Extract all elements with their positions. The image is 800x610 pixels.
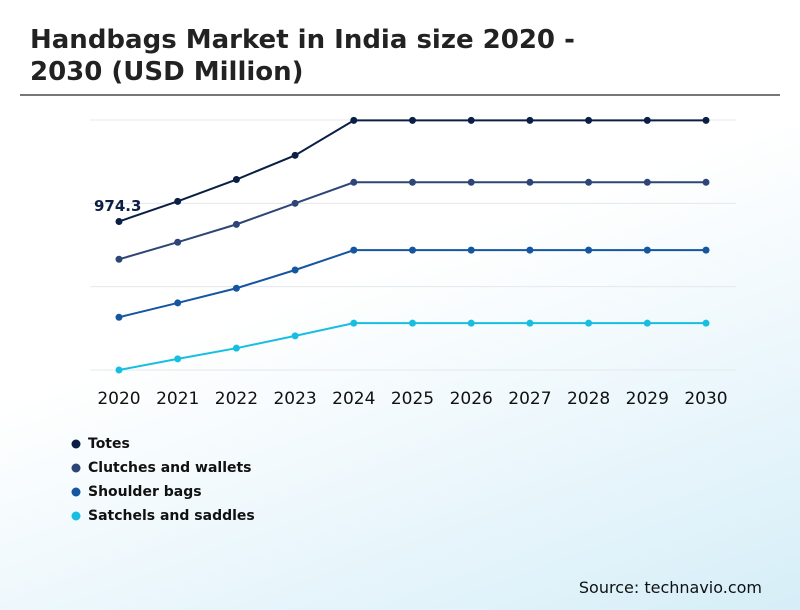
data-point xyxy=(409,116,416,124)
x-tick-label: 2023 xyxy=(273,389,316,409)
data-point xyxy=(526,178,534,186)
series-line xyxy=(118,119,706,223)
data-point xyxy=(643,319,651,327)
data-point xyxy=(291,151,299,159)
data-point xyxy=(232,284,240,292)
x-tick-label: 2026 xyxy=(450,389,493,409)
data-point xyxy=(350,178,358,186)
data-point xyxy=(585,319,593,327)
data-point xyxy=(702,178,710,186)
data-point xyxy=(409,178,416,186)
data-point xyxy=(467,116,475,124)
legend-label: Clutches and wallets xyxy=(88,460,252,476)
data-point xyxy=(467,319,475,327)
data-point xyxy=(526,116,534,124)
data-point xyxy=(643,116,651,124)
data-point xyxy=(291,332,299,340)
data-point xyxy=(174,299,182,307)
legend-marker xyxy=(71,511,81,521)
data-point xyxy=(702,116,710,124)
data-point xyxy=(174,238,182,246)
x-tick-label: 2029 xyxy=(626,389,669,409)
data-point xyxy=(643,246,651,254)
data-point xyxy=(526,319,534,327)
data-point xyxy=(291,199,299,207)
data-point xyxy=(350,319,358,327)
divider xyxy=(20,94,780,96)
data-point xyxy=(291,266,299,274)
data-point xyxy=(409,319,416,327)
chart-title: Handbags Market in India size 2020 - 203… xyxy=(30,25,575,87)
data-point xyxy=(702,319,710,327)
data-point xyxy=(115,313,123,321)
legend-label: Satchels and saddles xyxy=(88,508,255,524)
data-point xyxy=(350,246,358,254)
data-point xyxy=(643,178,651,186)
data-point xyxy=(585,178,593,186)
x-tick-label: 2020 xyxy=(97,389,140,409)
data-point xyxy=(702,246,710,254)
data-point xyxy=(174,355,182,363)
source: Source: technavio.com xyxy=(578,578,762,597)
data-point xyxy=(115,366,123,374)
data-point xyxy=(585,116,593,124)
x-tick-label: 2028 xyxy=(567,389,610,409)
data-point xyxy=(232,176,240,184)
x-tick-label: 2022 xyxy=(215,389,258,409)
legend-marker xyxy=(71,439,81,449)
x-tick-label: 2027 xyxy=(508,389,551,409)
data-point xyxy=(467,178,475,186)
data-point xyxy=(174,197,182,205)
data-point xyxy=(585,246,593,254)
legend-label: Totes xyxy=(88,436,130,452)
data-point xyxy=(350,116,358,124)
series-line xyxy=(118,249,706,319)
data-point xyxy=(467,246,475,254)
data-point xyxy=(409,246,416,254)
legend-marker xyxy=(71,463,81,473)
data-label: 974.3 xyxy=(94,197,141,215)
data-point xyxy=(526,246,534,254)
data-point xyxy=(115,217,123,225)
x-tick-label: 2025 xyxy=(391,389,434,409)
data-point xyxy=(115,255,123,263)
series-line xyxy=(118,322,706,371)
data-point xyxy=(232,220,240,228)
x-tick-label: 2030 xyxy=(684,389,727,409)
x-tick-label: 2021 xyxy=(156,389,199,409)
legend-marker xyxy=(71,487,81,497)
x-tick-label: 2024 xyxy=(332,389,375,409)
legend-label: Shoulder bags xyxy=(88,484,202,500)
data-point xyxy=(232,344,240,352)
